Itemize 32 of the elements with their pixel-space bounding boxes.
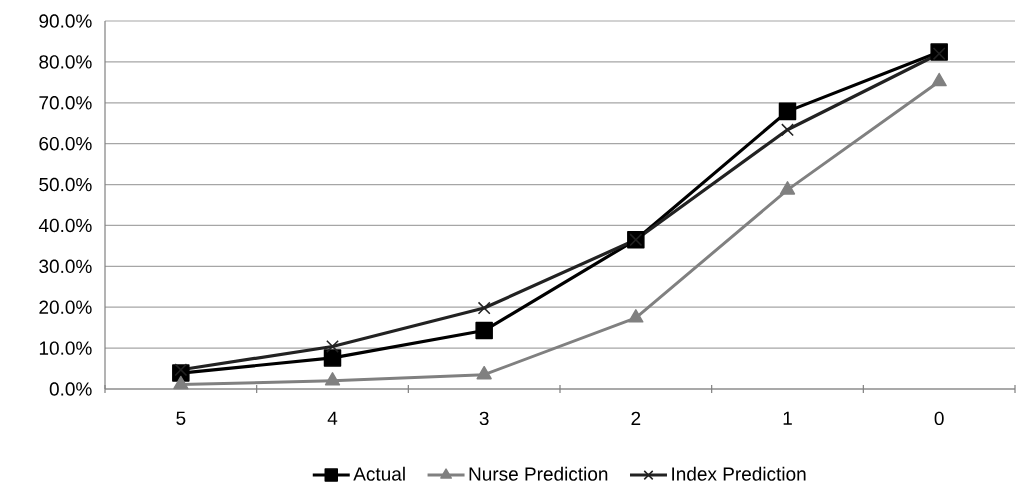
point: [781, 123, 794, 137]
point: [628, 309, 644, 323]
point: [778, 102, 797, 121]
x-tick-label: 2: [631, 411, 641, 425]
y-tick-label: 0.0%: [49, 382, 92, 396]
legend-label: Index Prediction: [672, 466, 806, 481]
x-tick-label: 1: [783, 411, 792, 425]
point: [477, 301, 491, 315]
point: [173, 375, 189, 390]
x-tick-label: 3: [479, 411, 489, 426]
y-tick-label: 90.0%: [39, 14, 92, 28]
x-tick-label: 0: [934, 411, 944, 426]
y-tick-label: 40.0%: [38, 218, 92, 233]
point: [476, 365, 492, 380]
y-tick-label: 20.0%: [39, 300, 92, 314]
x-tick-label: 4: [327, 411, 338, 425]
point: [779, 181, 796, 195]
point: [475, 321, 493, 340]
x-tick-label: 5: [176, 411, 186, 425]
point: [324, 372, 341, 386]
point: [932, 47, 946, 61]
point: [174, 363, 188, 377]
y-tick-label: 70.0%: [39, 96, 92, 110]
y-tick-label: 30.0%: [39, 259, 92, 274]
point: [326, 340, 339, 353]
y-tick-label: 80.0%: [39, 55, 92, 69]
point: [323, 349, 342, 367]
legend-label: Nurse Prediction: [469, 466, 608, 481]
legend-label: Actual: [353, 466, 405, 481]
y-tick-label: 50.0%: [39, 177, 92, 192]
y-tick-label: 60.0%: [39, 136, 92, 151]
y-tick-label: 10.0%: [39, 341, 92, 355]
